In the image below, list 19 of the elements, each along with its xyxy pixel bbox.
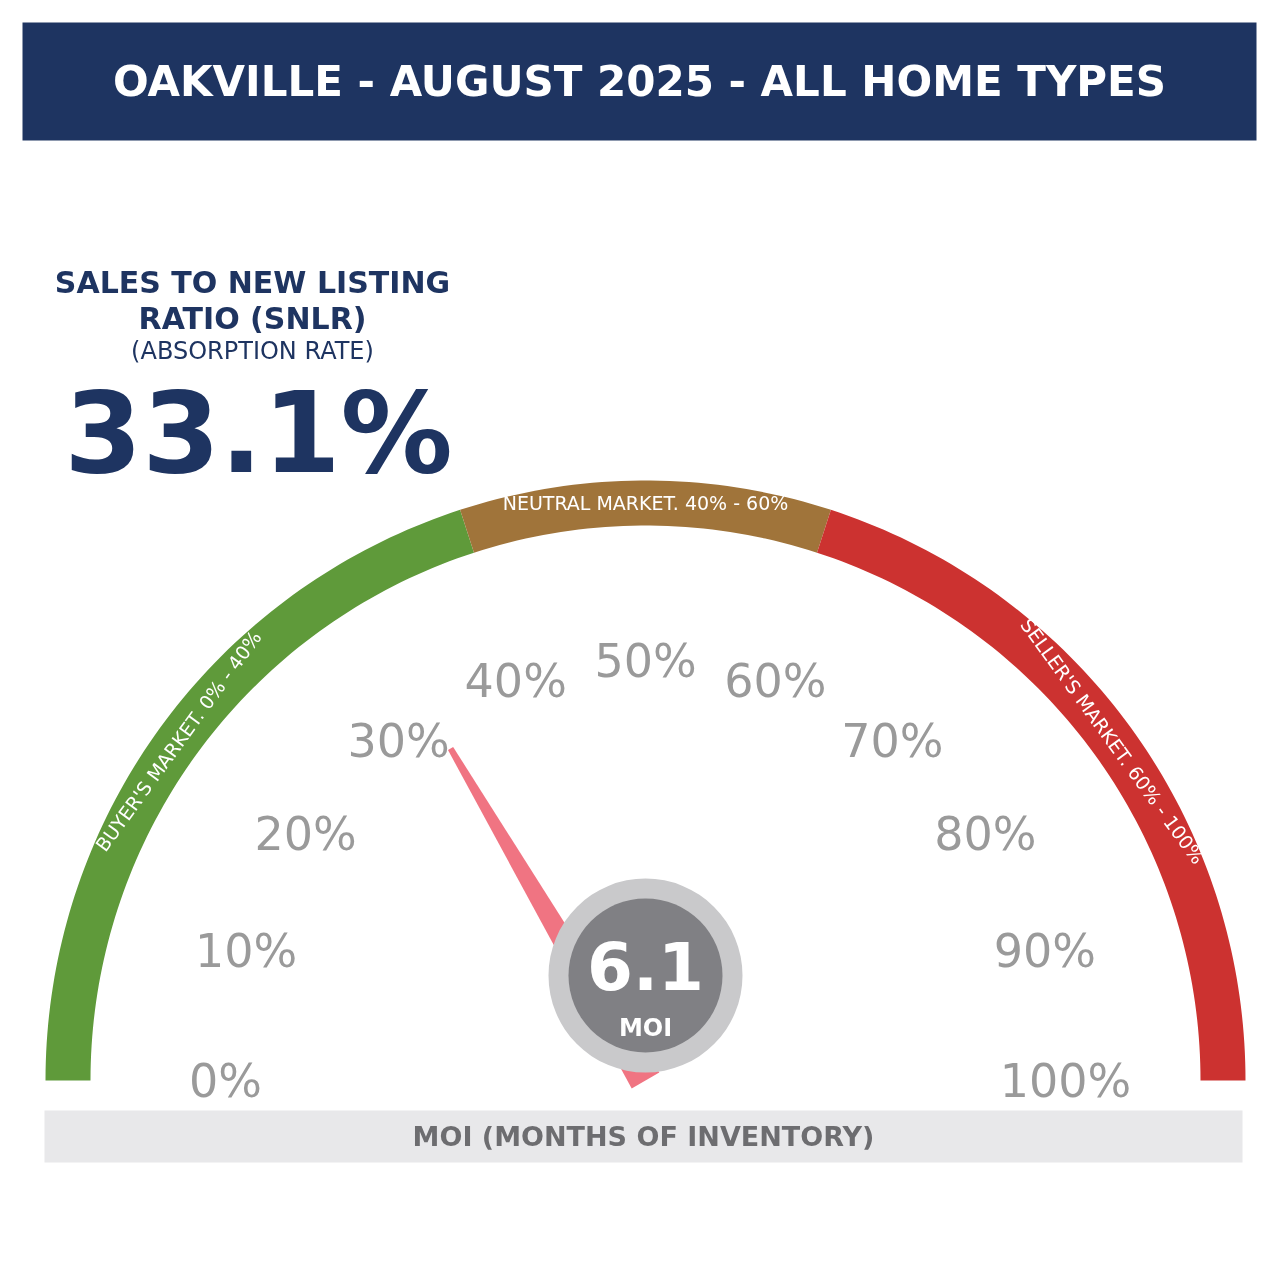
- chart-title: OAKVILLE - AUGUST 2025 - ALL HOME TYPES: [112, 57, 1167, 106]
- text: (ABSORPTION RATE): [131, 336, 374, 365]
- text: 10%: [194, 923, 298, 978]
- text: 40%: [464, 654, 567, 709]
- text: SALES TO NEW LISTING RATIO (SNLR): [54, 264, 451, 337]
- text: 80%: [934, 806, 1037, 861]
- slice-label: NEUTRAL MARKET. 40% - 60%: [502, 492, 789, 514]
- text: 60%: [724, 654, 827, 709]
- text: 0%: [189, 1053, 262, 1108]
- text: 20%: [254, 806, 357, 861]
- text: 6.1: [587, 929, 704, 1006]
- text: 90%: [993, 923, 1097, 978]
- text: MOI (MONTHS OF INVENTORY): [412, 1121, 875, 1152]
- text: 30%: [347, 713, 450, 768]
- text: 100%: [999, 1053, 1132, 1108]
- text: 70%: [841, 713, 944, 768]
- text: MOI: [618, 1013, 673, 1042]
- text: 33.1%: [64, 367, 453, 498]
- text: 50%: [594, 633, 697, 688]
